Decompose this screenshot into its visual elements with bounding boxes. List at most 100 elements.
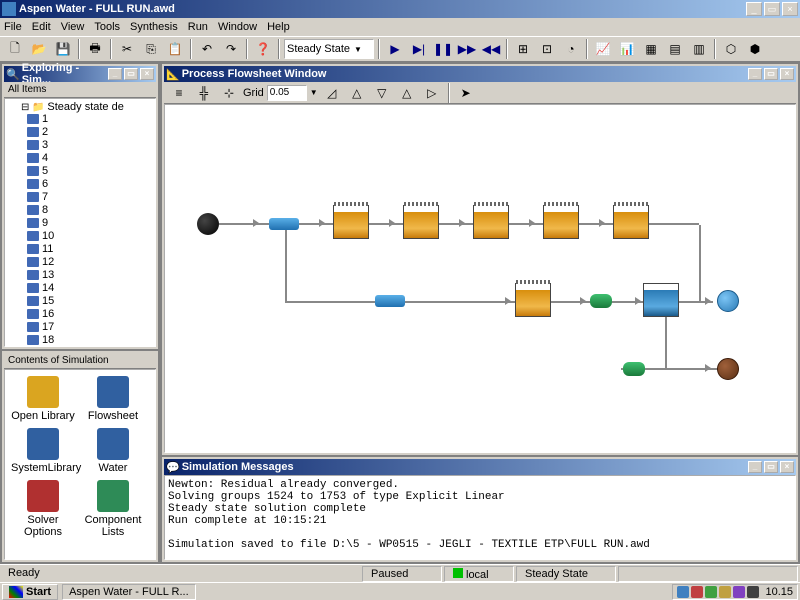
pump-unit[interactable] xyxy=(623,362,645,376)
tray-icon[interactable] xyxy=(705,586,717,598)
library-item[interactable]: Solver Options xyxy=(11,480,75,538)
library-item[interactable]: Component Lists xyxy=(81,480,145,538)
grid3-icon[interactable]: ▥ xyxy=(688,38,710,60)
grid-input[interactable] xyxy=(267,85,307,101)
tree-item[interactable]: 4 xyxy=(7,152,153,165)
open-icon[interactable]: 📂 xyxy=(28,38,50,60)
library-item[interactable]: Water xyxy=(81,428,145,474)
print-icon[interactable]: 🖶 xyxy=(84,38,106,60)
tree-item[interactable]: 5 xyxy=(7,165,153,178)
fs-tool6-icon[interactable]: ▽ xyxy=(371,82,393,104)
play-icon[interactable]: ▶ xyxy=(384,38,406,60)
messages-close-button[interactable]: × xyxy=(780,461,794,473)
outlet-water-unit[interactable] xyxy=(717,290,739,312)
tray-icon[interactable] xyxy=(677,586,689,598)
pointer-icon[interactable]: ➤ xyxy=(455,82,477,104)
fs-tool4-icon[interactable]: ◿ xyxy=(321,82,343,104)
explorer-min-button[interactable]: _ xyxy=(108,68,122,80)
messages-max-button[interactable]: ▭ xyxy=(764,461,778,473)
tank-unit[interactable] xyxy=(543,205,579,239)
explorer-tree[interactable]: ⊟ 📁 Steady state de 12345678910111213141… xyxy=(4,98,156,347)
chart1-icon[interactable]: 📈 xyxy=(592,38,614,60)
cut-icon[interactable]: ✂ xyxy=(116,38,138,60)
menu-edit[interactable]: Edit xyxy=(32,21,51,33)
minimize-button[interactable]: _ xyxy=(746,2,762,16)
tree-item[interactable]: 1 xyxy=(7,113,153,126)
tree-item[interactable]: 14 xyxy=(7,282,153,295)
menu-view[interactable]: View xyxy=(61,21,85,33)
help-icon[interactable]: ❓ xyxy=(252,38,274,60)
system-tray[interactable]: 10.15 xyxy=(672,584,798,600)
menu-window[interactable]: Window xyxy=(218,21,257,33)
tree-item[interactable]: 10 xyxy=(7,230,153,243)
tray-icon[interactable] xyxy=(719,586,731,598)
pump-unit[interactable] xyxy=(590,294,612,308)
tank-unit[interactable] xyxy=(403,205,439,239)
tree-item[interactable]: 16 xyxy=(7,308,153,321)
redo-icon[interactable]: ↷ xyxy=(220,38,242,60)
tree-item[interactable]: 11 xyxy=(7,243,153,256)
flowsheet-canvas[interactable] xyxy=(164,104,796,453)
messages-body[interactable]: Newton: Residual already converged. Solv… xyxy=(164,475,796,560)
tank-unit[interactable] xyxy=(473,205,509,239)
tree-root[interactable]: ⊟ 📁 Steady state de xyxy=(7,101,153,113)
close-button[interactable]: × xyxy=(782,2,798,16)
messages-min-button[interactable]: _ xyxy=(748,461,762,473)
tray-icon[interactable] xyxy=(747,586,759,598)
tree-item[interactable]: 13 xyxy=(7,269,153,282)
fs-tool3-icon[interactable]: ⊹ xyxy=(218,82,240,104)
copy-icon[interactable]: ⎘ xyxy=(140,38,162,60)
flowsheet-close-button[interactable]: × xyxy=(780,68,794,80)
tree-item[interactable]: 15 xyxy=(7,295,153,308)
tank-unit[interactable] xyxy=(333,205,369,239)
new-icon[interactable]: 🗋 xyxy=(4,38,26,60)
view2-icon[interactable]: ⊡ xyxy=(536,38,558,60)
view3-icon[interactable]: ◔ xyxy=(560,38,582,60)
fs-tool7-icon[interactable]: △ xyxy=(396,82,418,104)
undo-icon[interactable]: ↶ xyxy=(196,38,218,60)
tree-item[interactable]: 12 xyxy=(7,256,153,269)
step-icon[interactable]: ▶| xyxy=(408,38,430,60)
taskbar-task[interactable]: Aspen Water - FULL R... xyxy=(62,584,196,600)
view1-icon[interactable]: ⊞ xyxy=(512,38,534,60)
tool2-icon[interactable]: ⬢ xyxy=(744,38,766,60)
menu-file[interactable]: File xyxy=(4,21,22,33)
maximize-button[interactable]: ▭ xyxy=(764,2,780,16)
tree-item[interactable]: 3 xyxy=(7,139,153,152)
tree-item[interactable]: 8 xyxy=(7,204,153,217)
menu-synthesis[interactable]: Synthesis xyxy=(130,21,178,33)
tray-icon[interactable] xyxy=(691,586,703,598)
grid1-icon[interactable]: ▦ xyxy=(640,38,662,60)
tray-icon[interactable] xyxy=(733,586,745,598)
rewind-icon[interactable]: ◀◀ xyxy=(480,38,502,60)
paste-icon[interactable]: 📋 xyxy=(164,38,186,60)
tank-unit[interactable] xyxy=(613,205,649,239)
tree-item[interactable]: 6 xyxy=(7,178,153,191)
start-button[interactable]: Start xyxy=(2,584,58,600)
library-item[interactable]: SystemLibrary xyxy=(11,428,75,474)
chevron-down-icon[interactable]: ▼ xyxy=(310,88,318,97)
pause-icon[interactable]: ❚❚ xyxy=(432,38,454,60)
fs-tool2-icon[interactable]: ╬ xyxy=(193,82,215,104)
tree-item[interactable]: 18 xyxy=(7,334,153,347)
explorer-max-button[interactable]: ▭ xyxy=(124,68,138,80)
splitter-unit[interactable] xyxy=(269,218,299,230)
menu-help[interactable]: Help xyxy=(267,21,290,33)
flowsheet-min-button[interactable]: _ xyxy=(748,68,762,80)
menu-tools[interactable]: Tools xyxy=(94,21,120,33)
tool1-icon[interactable]: ⬡ xyxy=(720,38,742,60)
grid2-icon[interactable]: ▤ xyxy=(664,38,686,60)
fs-tool5-icon[interactable]: △ xyxy=(346,82,368,104)
inlet-unit[interactable] xyxy=(197,213,219,235)
chart2-icon[interactable]: 📊 xyxy=(616,38,638,60)
tree-item[interactable]: 9 xyxy=(7,217,153,230)
outlet-sludge-unit[interactable] xyxy=(717,358,739,380)
tree-item[interactable]: 7 xyxy=(7,191,153,204)
explorer-close-button[interactable]: × xyxy=(140,68,154,80)
flowsheet-max-button[interactable]: ▭ xyxy=(764,68,778,80)
mode-dropdown[interactable]: Steady State ▼ xyxy=(284,39,374,59)
tree-item[interactable]: 17 xyxy=(7,321,153,334)
library-item[interactable]: Open Library xyxy=(11,376,75,422)
splitter-unit[interactable] xyxy=(375,295,405,307)
tree-item[interactable]: 2 xyxy=(7,126,153,139)
